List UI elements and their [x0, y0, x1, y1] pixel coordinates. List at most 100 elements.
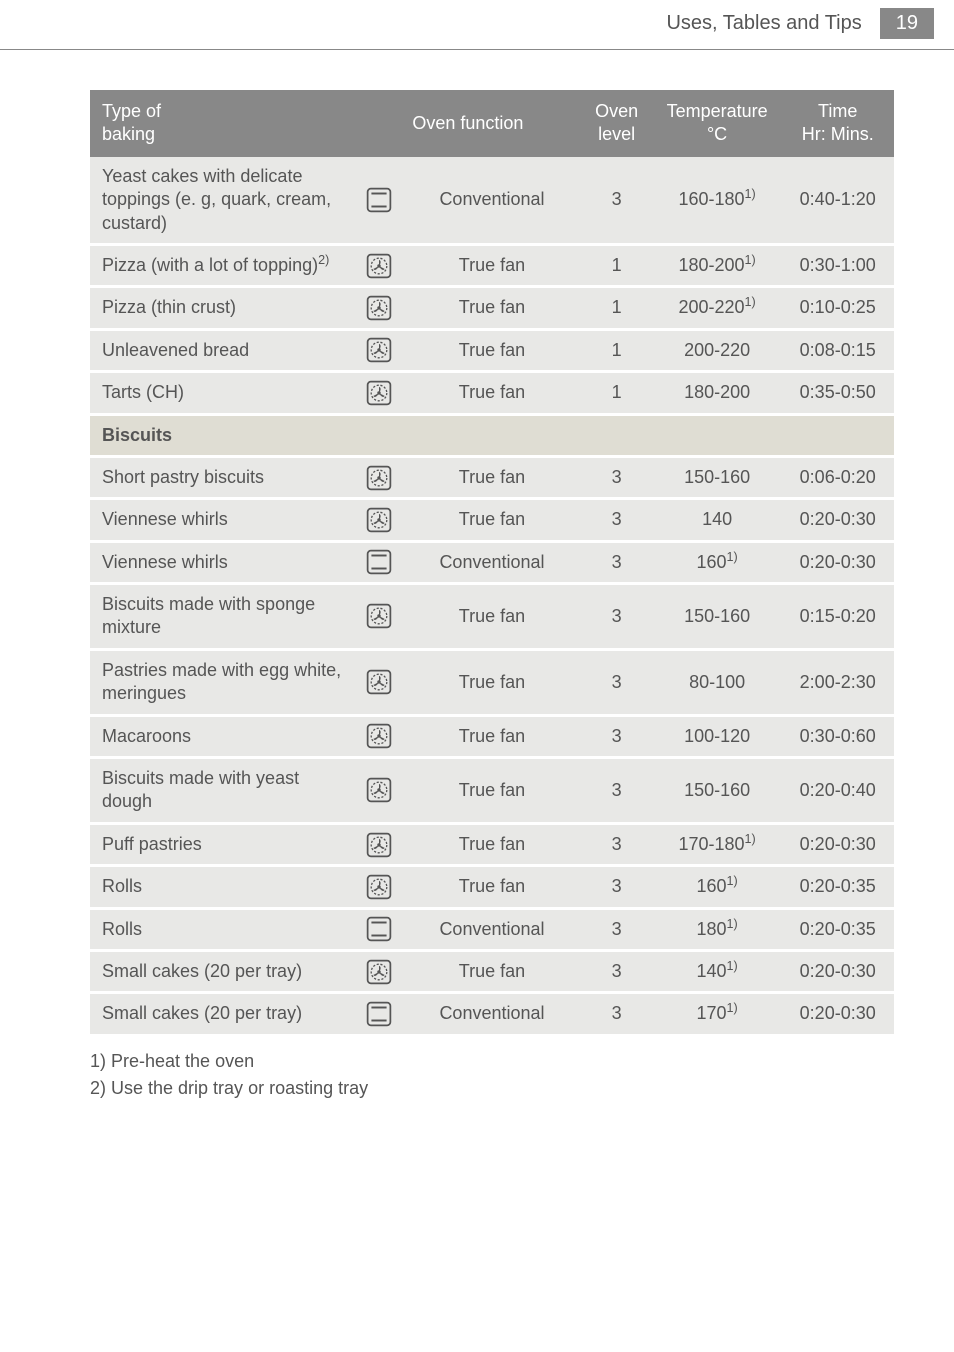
table-row: Pastries made with egg white, meringuesT…	[90, 649, 894, 715]
table-row: Yeast cakes with delicate toppings (e. g…	[90, 157, 894, 245]
time-cell: 0:10-0:25	[781, 287, 894, 329]
function-cell: Conventional	[404, 993, 581, 1034]
time-cell: 0:08-0:15	[781, 329, 894, 371]
table-row: Pizza (thin crust)True fan1200-2201)0:10…	[90, 287, 894, 329]
type-cell: Rolls	[90, 908, 355, 950]
table-row: Viennese whirlsConventional31601)0:20-0:…	[90, 541, 894, 583]
type-label: Viennese whirls	[102, 509, 228, 529]
function-icon-cell	[355, 758, 403, 824]
type-label: Biscuits made with sponge mixture	[102, 594, 315, 637]
level-cell: 3	[580, 866, 652, 908]
conventional-icon	[366, 187, 392, 213]
type-label: Short pastry biscuits	[102, 467, 264, 487]
table-row: Biscuits made with sponge mixture True fa…	[90, 584, 894, 650]
type-label: Viennese whirls	[102, 552, 228, 572]
temperature-value: 100-120	[684, 726, 750, 746]
time-cell: 0:30-1:00	[781, 244, 894, 286]
function-icon-cell	[355, 244, 403, 286]
temperature-value: 170	[696, 1003, 726, 1023]
level-cell: 1	[580, 244, 652, 286]
temperature-cell: 80-100	[653, 649, 782, 715]
type-cell: Unleavened bread	[90, 329, 355, 371]
temperature-sup: 1)	[727, 959, 738, 973]
temperature-cell: 200-2201)	[653, 287, 782, 329]
temperature-sup: 1)	[727, 874, 738, 888]
temperature-value: 150-160	[684, 467, 750, 487]
temperature-cell: 1601)	[653, 541, 782, 583]
fan-icon	[366, 380, 392, 406]
baking-table: Type of baking Oven function Oven level …	[90, 90, 894, 1034]
header-title: Uses, Tables and Tips	[666, 12, 861, 35]
conventional-icon	[366, 549, 392, 575]
temperature-cell: 1801)	[653, 908, 782, 950]
type-label: Rolls	[102, 919, 142, 939]
function-cell: True fan	[404, 584, 581, 650]
col-header-temp-label: Temperature °C	[667, 101, 768, 144]
temperature-cell: 180-200	[653, 372, 782, 414]
page-header: Uses, Tables and Tips 19	[0, 0, 954, 50]
function-cell: True fan	[404, 499, 581, 541]
type-cell: Puff pastries	[90, 823, 355, 865]
fan-icon	[366, 669, 392, 695]
function-icon-cell	[355, 649, 403, 715]
col-header-time-label: Time Hr: Mins.	[802, 101, 874, 144]
temperature-sup: 1)	[727, 550, 738, 564]
temperature-value: 140	[702, 509, 732, 529]
time-cell: 0:40-1:20	[781, 157, 894, 245]
function-icon-cell	[355, 329, 403, 371]
fan-icon	[366, 465, 392, 491]
type-cell: Viennese whirls	[90, 541, 355, 583]
type-cell: Biscuits made with sponge mixture	[90, 584, 355, 650]
type-label: Pizza (with a lot of topping)	[102, 255, 318, 275]
temperature-value: 160-180	[678, 189, 744, 209]
temperature-value: 180	[696, 919, 726, 939]
function-cell: Conventional	[404, 908, 581, 950]
temperature-value: 150-160	[684, 606, 750, 626]
function-cell: True fan	[404, 329, 581, 371]
temperature-value: 140	[696, 961, 726, 981]
table-row: Tarts (CH)True fan1180-2000:35-0:50	[90, 372, 894, 414]
fan-icon	[366, 874, 392, 900]
temperature-cell: 200-220	[653, 329, 782, 371]
col-header-level: Oven level	[580, 90, 652, 157]
type-label: Biscuits made with yeast dough	[102, 768, 299, 811]
temperature-value: 150-160	[684, 780, 750, 800]
function-icon-cell	[355, 584, 403, 650]
time-cell: 0:20-0:30	[781, 993, 894, 1034]
time-cell: 0:30-0:60	[781, 715, 894, 757]
conventional-icon	[366, 1001, 392, 1027]
temperature-cell: 150-160	[653, 584, 782, 650]
function-cell: True fan	[404, 866, 581, 908]
function-icon-cell	[355, 456, 403, 498]
function-icon-cell	[355, 541, 403, 583]
fan-icon	[366, 253, 392, 279]
type-cell: Tarts (CH)	[90, 372, 355, 414]
footnote-2: 2) Use the drip tray or roasting tray	[90, 1075, 894, 1102]
type-label: Unleavened bread	[102, 340, 249, 360]
conventional-icon	[366, 916, 392, 942]
time-cell: 0:20-0:30	[781, 541, 894, 583]
table-body: Yeast cakes with delicate toppings (e. g…	[90, 157, 894, 1034]
type-cell: Pizza (with a lot of topping)2)	[90, 244, 355, 286]
level-cell: 3	[580, 499, 652, 541]
temperature-value: 200-220	[678, 297, 744, 317]
level-cell: 3	[580, 823, 652, 865]
function-icon-cell	[355, 950, 403, 992]
time-cell: 0:20-0:30	[781, 499, 894, 541]
temperature-cell: 1701)	[653, 993, 782, 1034]
temperature-sup: 1)	[727, 917, 738, 931]
temperature-cell: 1601)	[653, 866, 782, 908]
function-icon-cell	[355, 908, 403, 950]
temperature-value: 180-200	[678, 255, 744, 275]
col-header-type: Type of baking	[90, 90, 355, 157]
level-cell: 3	[580, 456, 652, 498]
function-cell: True fan	[404, 372, 581, 414]
type-cell: Small cakes (20 per tray)	[90, 950, 355, 992]
level-cell: 3	[580, 908, 652, 950]
time-cell: 0:06-0:20	[781, 456, 894, 498]
function-cell: Conventional	[404, 157, 581, 245]
time-cell: 0:35-0:50	[781, 372, 894, 414]
function-icon-cell	[355, 287, 403, 329]
type-cell: Viennese whirls	[90, 499, 355, 541]
level-cell: 3	[580, 715, 652, 757]
